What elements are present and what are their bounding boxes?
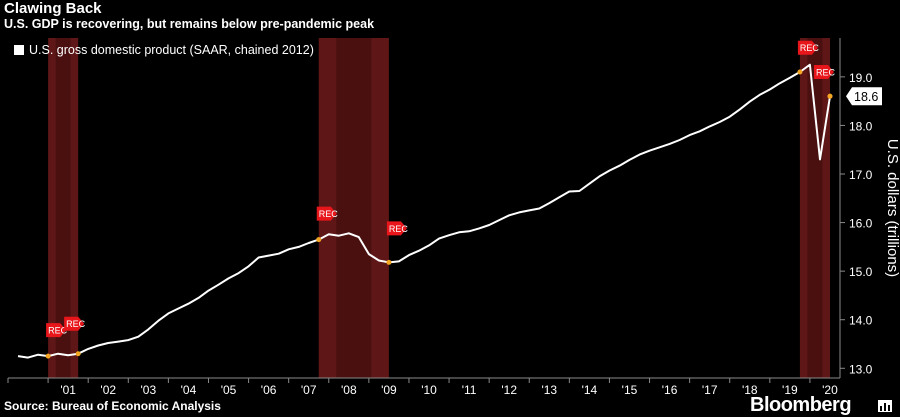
y-tick-label: 13.0 bbox=[849, 362, 873, 376]
rec-flag-label: REC bbox=[816, 68, 836, 78]
x-tick-label: '05 bbox=[221, 383, 237, 397]
legend: U.S. gross domestic product (SAAR, chain… bbox=[14, 43, 314, 57]
x-tick-label: '13 bbox=[541, 383, 557, 397]
rec-flag-shape bbox=[316, 206, 337, 221]
x-tick-label: '17 bbox=[702, 383, 718, 397]
recession-marker bbox=[386, 259, 392, 265]
rec-flag: REC bbox=[797, 40, 820, 55]
legend-label: U.S. gross domestic product (SAAR, chain… bbox=[29, 43, 314, 57]
y-axis-label: U.S. dollars (trillions) bbox=[884, 139, 900, 277]
rec-flag-shape bbox=[64, 316, 85, 331]
rec-flag: REC bbox=[316, 206, 339, 221]
x-tick-label: '02 bbox=[100, 383, 116, 397]
rec-flag-label: REC bbox=[66, 319, 86, 329]
x-tick-label: '09 bbox=[381, 383, 397, 397]
rec-flag-shape bbox=[46, 323, 67, 338]
gdp-series-line bbox=[17, 63, 831, 359]
x-tick-label: '01 bbox=[60, 383, 76, 397]
x-tick-label: '18 bbox=[742, 383, 758, 397]
last-value-marker bbox=[827, 93, 833, 99]
x-tick-label: '04 bbox=[181, 383, 197, 397]
rec-flag-label: REC bbox=[319, 209, 339, 219]
last-value-label: 18.6 bbox=[854, 90, 878, 104]
x-tick-label: '15 bbox=[622, 383, 638, 397]
rec-flag: REC bbox=[386, 221, 409, 236]
y-tick-label: 19.0 bbox=[849, 71, 873, 85]
rec-flag: REC bbox=[813, 65, 836, 79]
rec-flag-label: REC bbox=[800, 43, 820, 53]
source-note: Source: Bureau of Economic Analysis bbox=[4, 399, 221, 413]
rec-flag: REC bbox=[64, 316, 86, 331]
y-tick-label: 15.0 bbox=[849, 265, 873, 279]
recession-band-core bbox=[807, 38, 823, 378]
rec-flag: REC bbox=[46, 323, 68, 338]
y-tick-label: 17.0 bbox=[849, 168, 873, 182]
x-tick-label: '11 bbox=[462, 383, 477, 397]
x-tick-label: '07 bbox=[301, 383, 317, 397]
recession-marker bbox=[75, 351, 81, 357]
x-tick-label: '16 bbox=[662, 383, 678, 397]
bloomberg-logo: Bloomberg bbox=[750, 394, 852, 416]
y-tick-label: 18.0 bbox=[849, 119, 873, 133]
recession-marker bbox=[45, 353, 51, 359]
x-tick-label: '08 bbox=[341, 383, 357, 397]
x-tick-label: '12 bbox=[501, 383, 517, 397]
x-tick-label: '10 bbox=[421, 383, 437, 397]
last-value-tag-shape bbox=[846, 87, 882, 106]
recession-marker bbox=[797, 69, 803, 75]
x-tick-label: '14 bbox=[582, 383, 598, 397]
chart-subtitle: U.S. GDP is recovering, but remains belo… bbox=[4, 17, 375, 31]
legend-swatch bbox=[14, 45, 24, 55]
rec-flag-shape bbox=[386, 221, 407, 236]
bar-chart-icon bbox=[878, 400, 892, 412]
rec-flag-label: REC bbox=[389, 224, 409, 234]
y-tick-label: 16.0 bbox=[849, 217, 873, 231]
y-tick-label: 14.0 bbox=[849, 314, 873, 328]
rec-flag-shape bbox=[813, 65, 834, 79]
recession-marker bbox=[316, 237, 322, 243]
x-tick-label: '20 bbox=[822, 383, 838, 397]
recession-band-core bbox=[336, 38, 372, 378]
recession-band-core bbox=[55, 38, 71, 378]
x-tick-label: '19 bbox=[782, 383, 798, 397]
chart-title: Clawing Back bbox=[4, 0, 102, 17]
rec-flag-label: REC bbox=[48, 326, 68, 336]
last-value-tag: 18.6 bbox=[846, 87, 882, 106]
x-tick-label: '03 bbox=[141, 383, 157, 397]
x-tick-label: '06 bbox=[261, 383, 277, 397]
rec-flag-shape bbox=[797, 40, 818, 55]
